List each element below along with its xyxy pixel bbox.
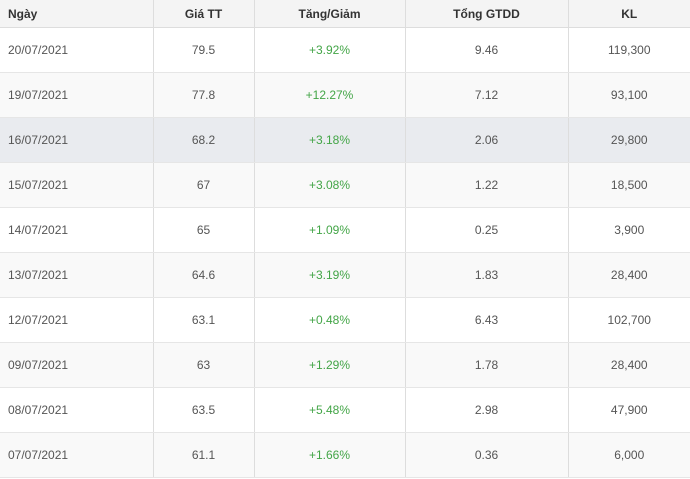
cell-price: 65 [153, 207, 255, 253]
cell-change: +12.27% [254, 72, 406, 118]
cell-change: +1.29% [254, 342, 406, 388]
cell-date: 13/07/2021 [0, 252, 154, 298]
header-volume[interactable]: KL [568, 0, 690, 28]
table-row[interactable]: 13/07/2021 64.6 +3.19% 1.83 28,400 [0, 252, 690, 298]
cell-date: 19/07/2021 [0, 72, 154, 118]
cell-price: 67 [153, 162, 255, 208]
cell-total-gtdd: 9.46 [405, 27, 569, 73]
cell-volume: 29,800 [568, 117, 690, 163]
cell-price: 63.5 [153, 387, 255, 433]
cell-change: +1.66% [254, 432, 406, 478]
cell-price: 64.6 [153, 252, 255, 298]
table-header: Ngày Giá TT Tăng/Giảm Tổng GTDD KL [0, 0, 690, 28]
cell-total-gtdd: 0.25 [405, 207, 569, 253]
cell-change: +3.18% [254, 117, 406, 163]
cell-volume: 102,700 [568, 297, 690, 343]
header-date[interactable]: Ngày [0, 0, 154, 28]
cell-total-gtdd: 2.06 [405, 117, 569, 163]
cell-date: 20/07/2021 [0, 27, 154, 73]
cell-price: 79.5 [153, 27, 255, 73]
cell-change: +5.48% [254, 387, 406, 433]
cell-date: 07/07/2021 [0, 432, 154, 478]
cell-date: 15/07/2021 [0, 162, 154, 208]
table-row[interactable]: 15/07/2021 67 +3.08% 1.22 18,500 [0, 162, 690, 208]
cell-change: +0.48% [254, 297, 406, 343]
cell-volume: 119,300 [568, 27, 690, 73]
cell-total-gtdd: 1.78 [405, 342, 569, 388]
table-row[interactable]: 19/07/2021 77.8 +12.27% 7.12 93,100 [0, 72, 690, 118]
cell-price: 61.1 [153, 432, 255, 478]
cell-volume: 18,500 [568, 162, 690, 208]
table-row[interactable]: 20/07/2021 79.5 +3.92% 9.46 119,300 [0, 27, 690, 73]
header-price[interactable]: Giá TT [153, 0, 255, 28]
cell-volume: 6,000 [568, 432, 690, 478]
cell-change: +3.92% [254, 27, 406, 73]
cell-total-gtdd: 6.43 [405, 297, 569, 343]
cell-total-gtdd: 1.83 [405, 252, 569, 298]
cell-date: 16/07/2021 [0, 117, 154, 163]
table-row-hovered[interactable]: 16/07/2021 68.2 +3.18% 2.06 29,800 [0, 117, 690, 163]
cell-date: 12/07/2021 [0, 297, 154, 343]
cell-price: 63 [153, 342, 255, 388]
table-row[interactable]: 07/07/2021 61.1 +1.66% 0.36 6,000 [0, 432, 690, 478]
cell-change: +3.19% [254, 252, 406, 298]
cell-price: 68.2 [153, 117, 255, 163]
cell-date: 08/07/2021 [0, 387, 154, 433]
table-row[interactable]: 09/07/2021 63 +1.29% 1.78 28,400 [0, 342, 690, 388]
table-row[interactable]: 12/07/2021 63.1 +0.48% 6.43 102,700 [0, 297, 690, 343]
cell-volume: 93,100 [568, 72, 690, 118]
table-row[interactable]: 08/07/2021 63.5 +5.48% 2.98 47,900 [0, 387, 690, 433]
cell-volume: 28,400 [568, 342, 690, 388]
cell-change: +1.09% [254, 207, 406, 253]
table-body: 20/07/2021 79.5 +3.92% 9.46 119,300 19/0… [0, 27, 690, 478]
cell-date: 09/07/2021 [0, 342, 154, 388]
cell-change: +3.08% [254, 162, 406, 208]
header-row: Ngày Giá TT Tăng/Giảm Tổng GTDD KL [0, 0, 690, 28]
cell-total-gtdd: 1.22 [405, 162, 569, 208]
cell-price: 77.8 [153, 72, 255, 118]
cell-date: 14/07/2021 [0, 207, 154, 253]
cell-volume: 3,900 [568, 207, 690, 253]
cell-total-gtdd: 0.36 [405, 432, 569, 478]
table-row[interactable]: 14/07/2021 65 +1.09% 0.25 3,900 [0, 207, 690, 253]
cell-price: 63.1 [153, 297, 255, 343]
header-total-gtdd[interactable]: Tổng GTDD [405, 0, 569, 28]
cell-total-gtdd: 7.12 [405, 72, 569, 118]
cell-total-gtdd: 2.98 [405, 387, 569, 433]
cell-volume: 28,400 [568, 252, 690, 298]
header-change[interactable]: Tăng/Giảm [254, 0, 406, 28]
cell-volume: 47,900 [568, 387, 690, 433]
